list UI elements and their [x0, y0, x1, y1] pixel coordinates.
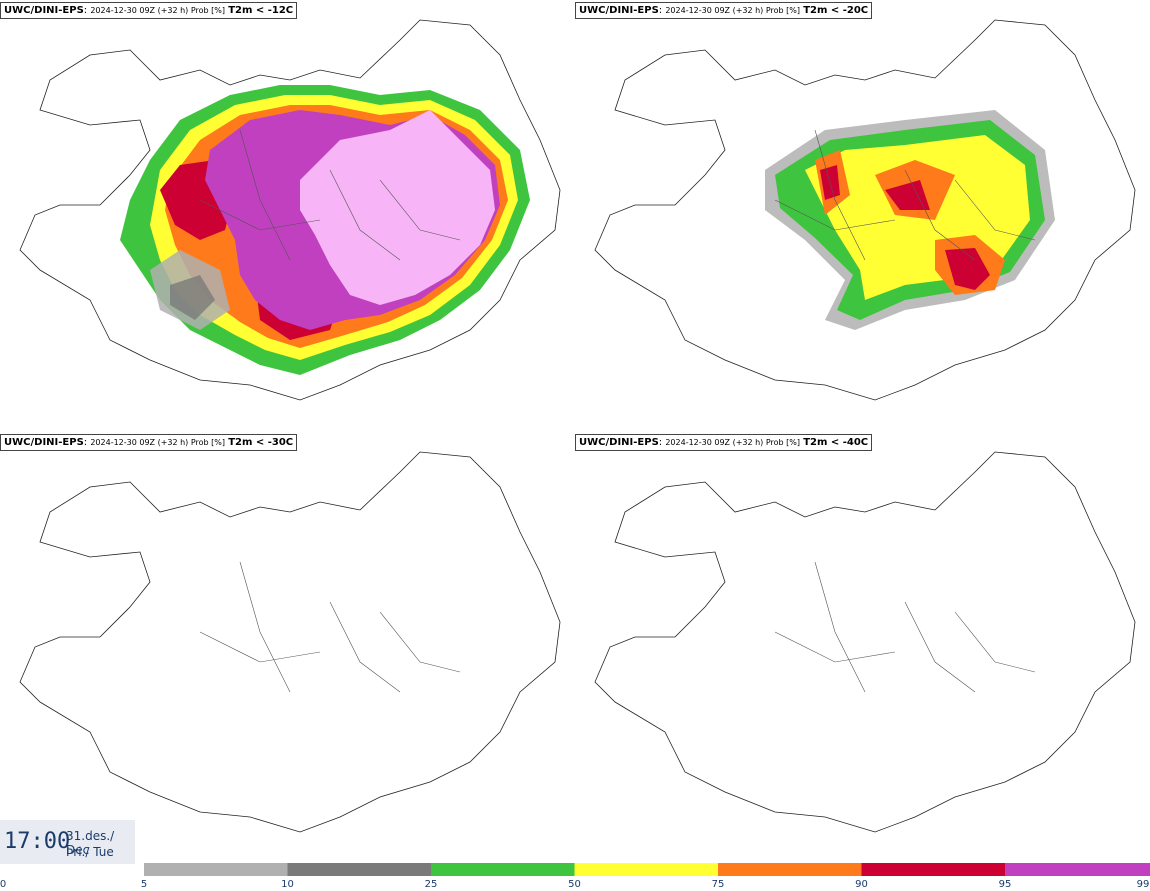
panel-model: UWC/DINI-EPS	[4, 5, 84, 16]
colorbar-tick-label: 75	[712, 879, 725, 890]
colorbar-tick-label: 25	[425, 879, 438, 890]
panel-model: UWC/DINI-EPS	[579, 437, 659, 448]
colorbar-tick-label: 99	[1137, 879, 1150, 890]
colorbar-segment	[431, 863, 575, 876]
panel-run: 2024-12-30 09Z (+32 h) Prob [%]	[90, 6, 226, 15]
panel-variable: T2m < -40C	[803, 437, 869, 448]
panel-title: UWC/DINI-EPS: 2024-12-30 09Z (+32 h) Pro…	[575, 434, 873, 451]
panel-variable: T2m < -30C	[228, 437, 294, 448]
colorbar-tick-label: 90	[855, 879, 868, 890]
colorbar-segment	[718, 863, 862, 876]
valid-time: 17:00	[4, 829, 71, 854]
colorbar-segment	[287, 863, 431, 876]
panel-title: UWC/DINI-EPS: 2024-12-30 09Z (+32 h) Pro…	[575, 2, 873, 19]
panel-run: 2024-12-30 09Z (+32 h) Prob [%]	[665, 6, 801, 15]
colorbar-segment	[1148, 863, 1150, 876]
map-panel-t2m-minus-40: UWC/DINI-EPS: 2024-12-30 09Z (+32 h) Pro…	[575, 432, 1150, 864]
colorbar-segment	[861, 863, 1005, 876]
colorbar-tick-label: 95	[999, 879, 1012, 890]
probability-colorbar: 0 5 10 25 50 75 90 95 99	[0, 863, 1150, 890]
panel-title: UWC/DINI-EPS: 2024-12-30 09Z (+32 h) Pro…	[0, 434, 298, 451]
map-panel-t2m-minus-30: UWC/DINI-EPS: 2024-12-30 09Z (+32 h) Pro…	[0, 432, 575, 864]
panel-title: UWC/DINI-EPS: 2024-12-30 09Z (+32 h) Pro…	[0, 2, 298, 19]
iceland-prob-map-2	[594, 19, 1136, 401]
colorbar-segment	[1005, 863, 1149, 876]
map-panel-t2m-minus-12: UWC/DINI-EPS: 2024-12-30 09Z (+32 h) Pro…	[0, 0, 575, 432]
panel-variable: T2m < -20C	[803, 5, 869, 16]
panel-run: 2024-12-30 09Z (+32 h) Prob [%]	[665, 438, 801, 447]
panel-model: UWC/DINI-EPS	[4, 437, 84, 448]
valid-time-box: 17:00 31.des./ Dec Þri./ Tue	[0, 820, 135, 864]
panel-variable: T2m < -12C	[228, 5, 294, 16]
colorbar-segment	[144, 863, 288, 876]
iceland-prob-map-4	[594, 451, 1136, 833]
colorbar-tick-label: 0	[0, 879, 6, 890]
iceland-prob-map-1	[19, 19, 561, 401]
colorbar-segment	[574, 863, 718, 876]
colorbar-tick-label: 50	[568, 879, 581, 890]
map-panel-t2m-minus-20: UWC/DINI-EPS: 2024-12-30 09Z (+32 h) Pro…	[575, 0, 1150, 432]
valid-date-line-1: 31.des./ Dec	[66, 829, 115, 857]
colorbar-tick-label: 5	[141, 879, 147, 890]
panel-model: UWC/DINI-EPS	[579, 5, 659, 16]
valid-date-line-2: Þri./ Tue	[66, 845, 114, 859]
colorbar-tick-label: 10	[281, 879, 294, 890]
panel-run: 2024-12-30 09Z (+32 h) Prob [%]	[90, 438, 226, 447]
iceland-prob-map-3	[19, 451, 561, 833]
